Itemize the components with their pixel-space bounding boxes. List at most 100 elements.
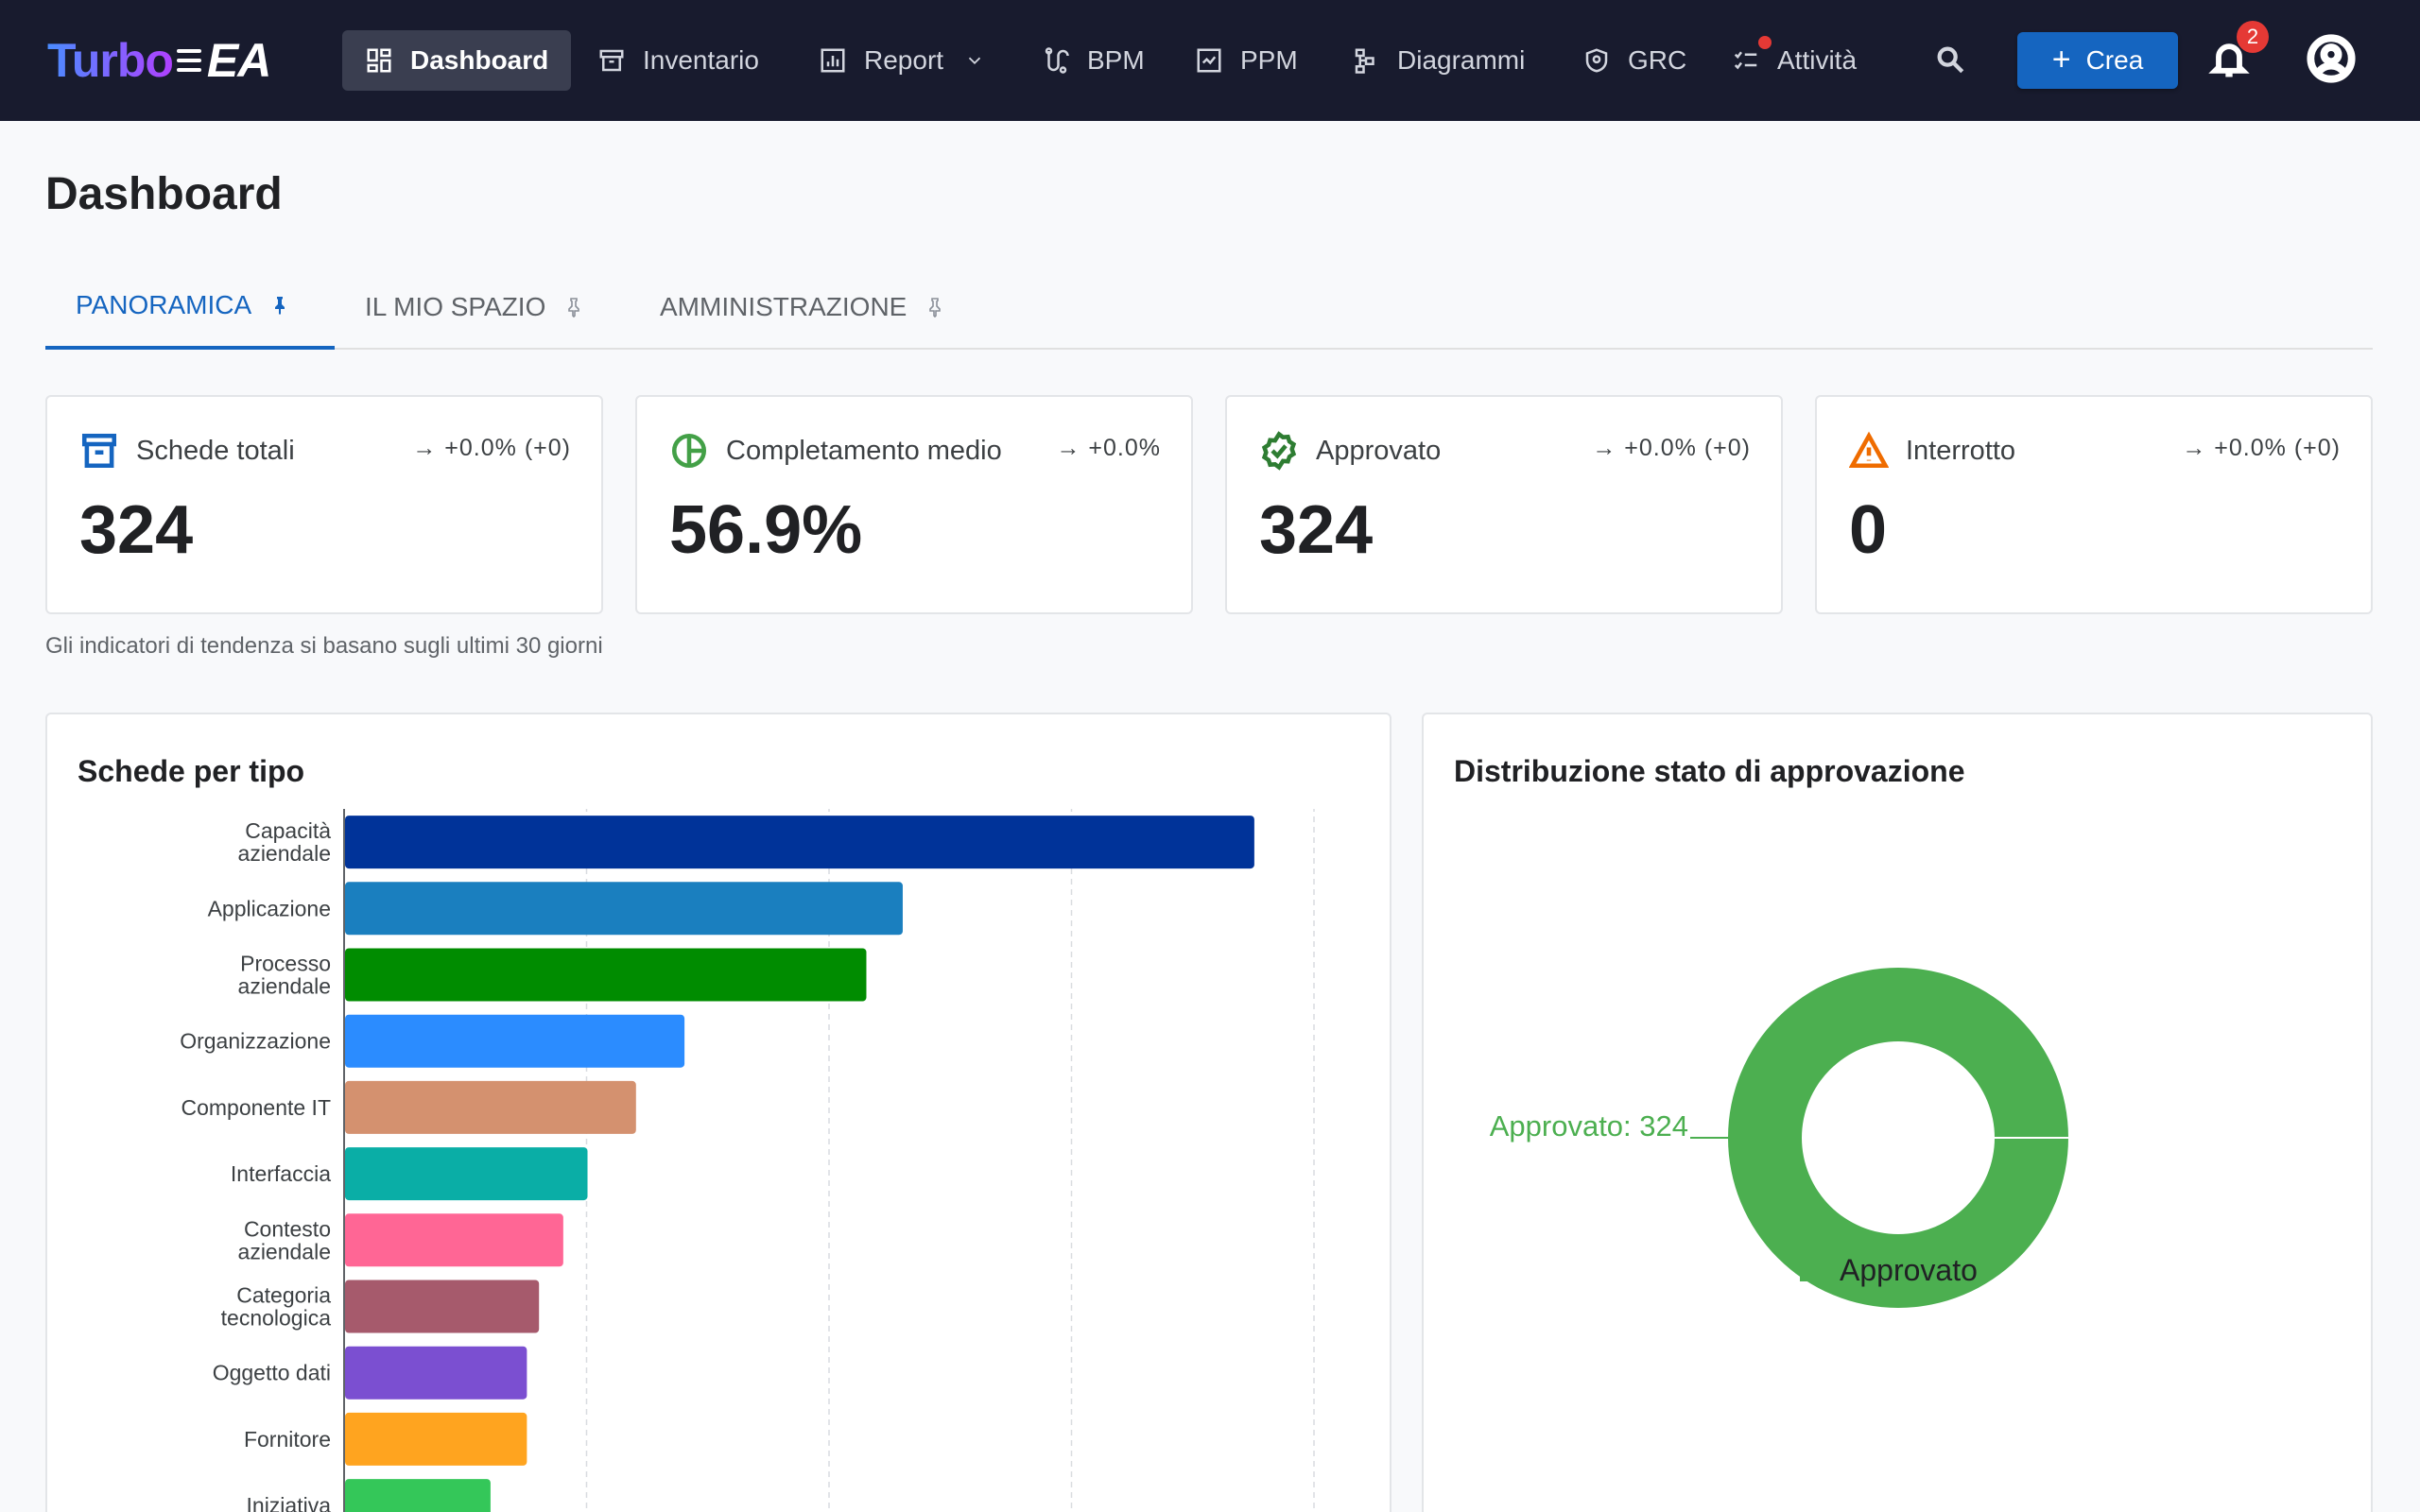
bar-chart: Capacità aziendale Applicazione Processo azi… [180, 809, 1315, 1512]
donut-data-label: Approvato: 324 [1490, 1109, 1688, 1143]
bar[interactable] [345, 1080, 636, 1134]
nav-ppm-label: PPM [1240, 45, 1298, 75]
kpi-value: 0 [1849, 492, 1888, 568]
donut-chart-title: Distribuzione stato di approvazione [1454, 754, 1965, 788]
notifications-button[interactable] [2208, 38, 2254, 83]
nav-diagrammi-label: Diagrammi [1397, 45, 1526, 75]
bar[interactable] [345, 816, 1254, 869]
warning-icon [1849, 431, 1889, 469]
category-tick-label: Oggetto dati [213, 1361, 331, 1385]
report-chart-icon [821, 48, 845, 73]
category-tick-label: Interfaccia [231, 1161, 331, 1186]
bar[interactable] [345, 1346, 527, 1400]
attivita-indicator-dot [1758, 36, 1772, 49]
kpi-label: Interrotto [1906, 435, 2016, 466]
donut-slice[interactable] [1728, 968, 2068, 1308]
bar[interactable] [345, 882, 903, 936]
category-tick-label: Componente IT [181, 1095, 331, 1120]
bell-icon [2208, 43, 2250, 77]
verified-badge-icon [1261, 431, 1297, 471]
category-tick-label: Organizzazione [180, 1029, 331, 1054]
user-account-button[interactable] [2307, 34, 2356, 83]
kpi-value: 324 [1259, 492, 1374, 568]
kpi-card-approvato: Approvato → +0.0% (+0) 324 [1225, 395, 1783, 614]
logo-suffix: EA [206, 34, 271, 87]
tab-il-mio-spazio[interactable]: IL MIO SPAZIO [335, 265, 615, 350]
nav-grc-label: GRC [1628, 45, 1687, 75]
category-tick-label: Contesto aziendale [238, 1216, 331, 1263]
bar[interactable] [345, 1479, 491, 1512]
nav-attivita-label: Attività [1777, 45, 1858, 75]
bar[interactable] [345, 1280, 540, 1333]
tab-panoramica-label: PANORAMICA [76, 290, 252, 319]
dashboard-tabs: PANORAMICA IL MIO SPAZIO AMMINISTRAZIONE [45, 265, 2373, 350]
tab-panoramica[interactable]: PANORAMICA [45, 265, 335, 350]
category-tick-label: Capacità aziendale [238, 818, 332, 866]
nav-bpm-label: BPM [1087, 45, 1145, 75]
nav-report[interactable]: Report [796, 30, 1008, 91]
tab-amministrazione-label: AMMINISTRAZIONE [660, 292, 908, 321]
kpi-trend: → +0.0% (+0) [1592, 435, 1751, 461]
pin-outline-icon[interactable] [924, 296, 946, 318]
notifications-badge: 2 [2237, 21, 2269, 53]
search-button[interactable] [1928, 38, 1972, 81]
bar-chart-title: Schede per tipo [78, 754, 305, 788]
bar[interactable] [345, 1147, 588, 1201]
kpi-label: Completamento medio [726, 435, 1002, 466]
plus-icon: + [2051, 41, 2071, 77]
nav-report-label: Report [864, 45, 944, 75]
category-tick-label: Categoria tecnologica [221, 1283, 332, 1331]
kpi-label: Approvato [1316, 435, 1442, 466]
kpi-trend: → +0.0% (+0) [412, 435, 571, 461]
bar[interactable] [345, 1014, 685, 1068]
create-button-label: Crea [2085, 45, 2144, 75]
pie-progress-icon [671, 433, 707, 469]
chevron-down-icon [968, 57, 981, 65]
nav-ppm[interactable]: PPM [1172, 30, 1321, 91]
kpi-trend: → +0.0% [1056, 435, 1161, 461]
archive-icon [81, 433, 117, 469]
legend-swatch [1800, 1260, 1828, 1281]
category-tick-label: Processo aziendale [238, 952, 331, 999]
category-tick-label: Applicazione [208, 896, 331, 920]
pin-outline-icon[interactable] [562, 296, 585, 318]
legend-label: Approvato [1840, 1253, 1978, 1287]
category-tick-label: Iniziativa [247, 1493, 332, 1512]
ppm-board-icon [1197, 48, 1221, 73]
diagram-icon [1355, 48, 1374, 74]
kpi-card-schede-totali: Schede totali → +0.0% (+0) 324 [45, 395, 603, 614]
bar[interactable] [345, 1213, 563, 1267]
task-checklist-icon [1734, 51, 1757, 70]
search-icon [1937, 46, 1964, 74]
bar[interactable] [345, 948, 867, 1002]
app-logo[interactable]: Turbo EA [47, 30, 271, 91]
kpi-card-completamento-medio: Completamento medio → +0.0% 56.9% [635, 395, 1193, 614]
tab-amministrazione[interactable]: AMMINISTRAZIONE [630, 265, 977, 350]
shield-icon [1585, 48, 1608, 73]
kpi-value: 56.9% [669, 492, 863, 568]
nav-inventario-label: Inventario [643, 45, 759, 75]
donut-legend[interactable]: Approvato [1800, 1253, 1978, 1288]
page-title: Dashboard [45, 169, 283, 219]
trend-note: Gli indicatori di tendenza si basano sug… [45, 633, 603, 659]
pin-filled-icon[interactable] [268, 294, 291, 317]
nav-diagrammi[interactable]: Diagrammi [1329, 30, 1547, 91]
nav-grc[interactable]: GRC [1560, 30, 1709, 91]
bpm-flow-icon [1045, 47, 1069, 74]
nav-dashboard-label: Dashboard [410, 45, 549, 75]
archive-icon [599, 49, 624, 72]
dashboard-icon [367, 48, 391, 73]
nav-bpm[interactable]: BPM [1019, 30, 1167, 91]
kpi-value: 324 [79, 492, 194, 568]
nav-attivita[interactable]: Attività [1709, 30, 1879, 91]
kpi-label: Schede totali [136, 435, 295, 466]
create-button[interactable]: + Crea [2017, 32, 2178, 89]
tab-il-mio-spazio-label: IL MIO SPAZIO [365, 292, 546, 321]
bar[interactable] [345, 1412, 527, 1466]
nav-dashboard[interactable]: Dashboard [342, 30, 572, 91]
nav-inventario[interactable]: Inventario [575, 30, 782, 91]
logo-text: Turbo [47, 34, 174, 87]
logo-speed-lines [176, 43, 201, 77]
bar-chart-panel: Schede per tipo Capacità aziendale Applica… [45, 713, 1392, 1512]
kpi-trend: → +0.0% (+0) [2182, 435, 2341, 461]
